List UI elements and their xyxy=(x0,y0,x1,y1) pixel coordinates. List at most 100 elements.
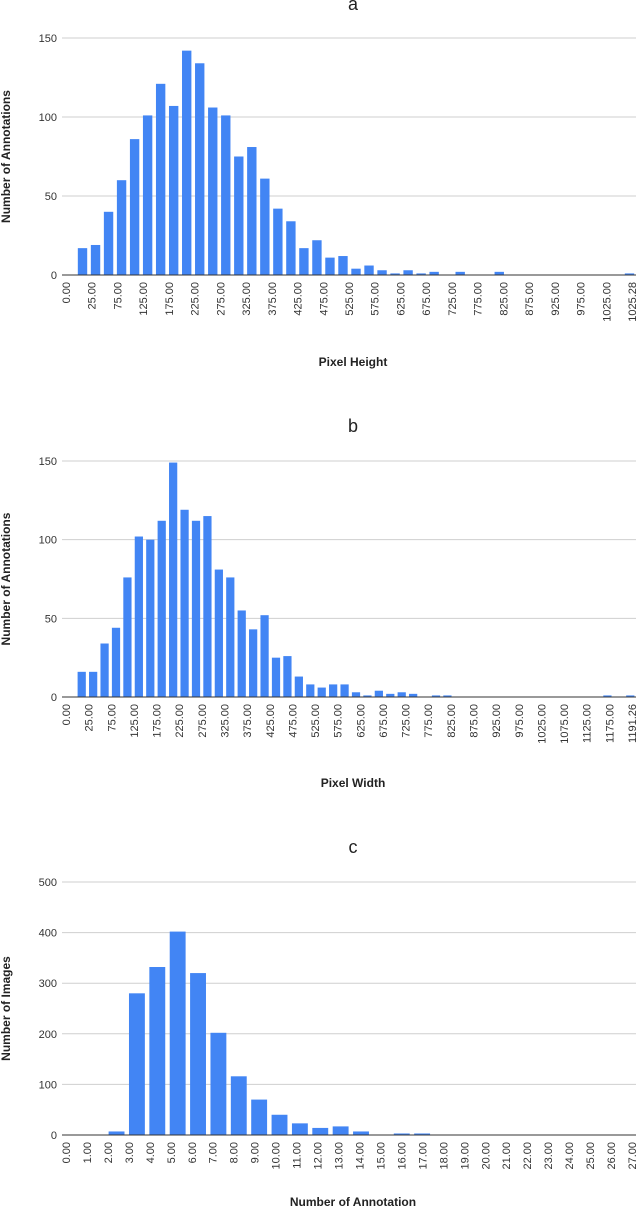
x-tick-label: 475.00 xyxy=(318,282,330,316)
bar xyxy=(317,687,326,697)
bar xyxy=(443,695,452,697)
bar xyxy=(364,265,374,275)
bar xyxy=(353,1131,369,1135)
bar xyxy=(108,1131,125,1135)
bar xyxy=(455,271,465,275)
x-tick-label: 175.00 xyxy=(164,282,176,316)
bar xyxy=(626,695,635,697)
x-tick-label: 16.00 xyxy=(396,1142,408,1170)
x-tick-label: 13.00 xyxy=(334,1142,346,1170)
bar xyxy=(195,63,205,275)
x-tick-label: 9.00 xyxy=(250,1142,262,1163)
bar xyxy=(89,671,98,697)
bar xyxy=(325,257,335,275)
chart-title: c xyxy=(349,837,358,857)
x-tick-label: 0.00 xyxy=(61,704,73,725)
y-axis-title: Number of Images xyxy=(0,956,13,1061)
bar xyxy=(283,656,292,697)
x-tick-label: 1025.28 xyxy=(627,282,639,322)
bar xyxy=(403,270,413,275)
bar xyxy=(203,516,212,697)
x-tick-label: 0.00 xyxy=(61,1142,73,1163)
bar xyxy=(363,695,372,697)
y-tick-label: 0 xyxy=(51,270,57,282)
x-tick-label: 15.00 xyxy=(375,1142,387,1170)
x-tick-label: 1175.00 xyxy=(604,704,616,743)
bar xyxy=(397,692,406,697)
bar xyxy=(249,629,258,697)
x-tick-label: 25.00 xyxy=(87,282,99,310)
x-tick-label: 975.00 xyxy=(576,282,588,316)
bar xyxy=(299,248,309,275)
bar xyxy=(603,695,612,697)
bar xyxy=(409,693,418,697)
bar xyxy=(291,1123,308,1135)
bar xyxy=(210,1032,227,1135)
x-tick-label: 775.00 xyxy=(423,704,435,738)
bar xyxy=(260,615,269,697)
bar xyxy=(271,657,281,697)
bar xyxy=(190,973,206,1135)
bar xyxy=(393,1133,410,1135)
x-axis-title: Pixel Width xyxy=(321,776,386,790)
bar xyxy=(332,1126,349,1135)
bar xyxy=(191,520,201,697)
bar xyxy=(90,244,101,275)
x-tick-label: 1025.00 xyxy=(601,282,613,322)
bar xyxy=(103,211,114,275)
chart-panel-c: c 0 100 200 300 400 500 0.00 1.00 2.00 3.00 4.00 5.0… xyxy=(0,837,639,1209)
x-tick-label: 275.00 xyxy=(215,282,227,316)
x-tick-label: 675.00 xyxy=(421,282,433,316)
bar xyxy=(149,967,166,1135)
bar xyxy=(306,684,315,697)
bar xyxy=(351,692,361,697)
x-tick-label: 23.00 xyxy=(543,1142,555,1170)
y-tick-label: 100 xyxy=(39,1079,57,1091)
bar xyxy=(230,1076,247,1135)
y-tick-label: 50 xyxy=(45,191,57,203)
x-tick-label: 1191.26 xyxy=(627,704,639,743)
x-axis-title: Number of Annotation xyxy=(290,1195,416,1209)
bar xyxy=(169,931,186,1135)
bar xyxy=(431,695,441,697)
x-tick-label: 5.00 xyxy=(166,1142,178,1163)
x-tick-label: 475.00 xyxy=(287,704,299,738)
bar xyxy=(260,178,270,275)
chart-panel-a: a 0 50 100 150 0.00 25.00 75.00 125.00 175.00 225.… xyxy=(0,0,639,369)
x-tick-label: 675.00 xyxy=(378,704,390,738)
x-tick-label: 225.00 xyxy=(190,282,202,316)
y-tick-label: 100 xyxy=(39,535,57,547)
bar xyxy=(271,1114,288,1135)
y-tick-label: 100 xyxy=(39,112,57,124)
x-tick-label: 725.00 xyxy=(447,282,459,316)
bar xyxy=(142,115,153,275)
bar xyxy=(111,627,121,697)
bar xyxy=(221,115,231,275)
bar xyxy=(329,684,338,697)
x-tick-label: 10.00 xyxy=(271,1142,283,1170)
bar xyxy=(234,156,244,275)
x-tick-label: 875.00 xyxy=(524,282,536,316)
x-tick-label: 11.00 xyxy=(292,1142,304,1169)
x-tick-label: 275.00 xyxy=(197,704,209,738)
y-tick-label: 0 xyxy=(51,692,57,704)
chart-panel-b: b 0 50 100 150 0.00 25.00 75.00 125.00 175.00 225.… xyxy=(0,416,639,790)
x-tick-label: 375.00 xyxy=(267,282,279,316)
x-tick-label: 625.00 xyxy=(395,282,407,316)
x-tick-label: 75.00 xyxy=(106,704,118,732)
y-tick-label: 300 xyxy=(39,978,57,990)
bar xyxy=(182,50,192,275)
bar xyxy=(247,147,257,275)
x-tick-label: 925.00 xyxy=(550,282,562,316)
bar xyxy=(286,221,296,275)
x-tick-label: 25.00 xyxy=(84,704,96,732)
x-tick-label: 425.00 xyxy=(265,704,277,738)
bar xyxy=(624,273,635,275)
bar xyxy=(134,536,143,697)
x-tick-label: 1125.00 xyxy=(582,704,594,743)
bar xyxy=(214,569,223,697)
x-tick-label: 825.00 xyxy=(446,704,458,738)
bar xyxy=(429,271,439,275)
bar xyxy=(273,208,283,275)
x-tick-label: 325.00 xyxy=(219,704,231,738)
